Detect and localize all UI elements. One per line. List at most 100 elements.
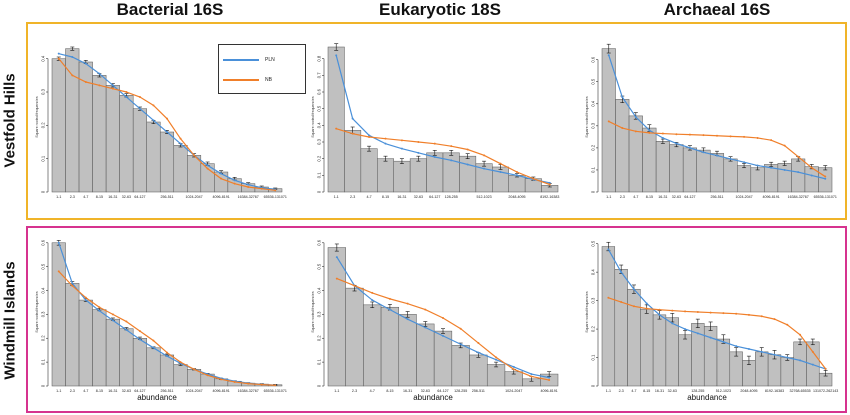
series-point-pln — [548, 376, 551, 379]
x-tick-label: 256-511 — [161, 195, 174, 199]
bar — [398, 314, 417, 387]
series-point-pln — [406, 318, 409, 321]
series-point-nb — [747, 313, 750, 316]
series-point-nb — [260, 187, 263, 190]
x-tick-label: 1024-2047 — [185, 195, 202, 199]
x-tick-label: 65536-131071 — [814, 195, 837, 199]
y-tick-label: 0.3 — [317, 138, 322, 144]
bar — [344, 130, 362, 193]
series-point-pln — [634, 116, 637, 118]
series-point-pln — [684, 328, 687, 331]
bar — [65, 283, 80, 387]
y-tick-label: 0.3 — [591, 122, 596, 128]
series-point-pln — [138, 107, 141, 110]
legend-swatch-nb — [223, 79, 259, 81]
series-point-nb — [57, 57, 60, 60]
series-point-pln — [384, 142, 387, 145]
x-tick-label: 4096-8191 — [213, 195, 230, 199]
series-point-nb — [648, 131, 651, 134]
bar — [327, 247, 346, 387]
y-tick-label: 0.1 — [591, 354, 596, 360]
series-point-pln — [84, 299, 87, 302]
series-point-pln — [351, 117, 354, 120]
series-point-nb — [620, 301, 623, 304]
series-point-pln — [466, 163, 469, 166]
series-point-nb — [607, 296, 610, 299]
series-point-pln — [495, 358, 498, 361]
series-point-pln — [388, 308, 391, 311]
series-point-nb — [84, 296, 87, 299]
bar — [409, 158, 427, 193]
series-point-pln — [98, 309, 101, 312]
series-point-nb — [233, 380, 236, 383]
series-point-nb — [716, 134, 718, 137]
x-tick-label: 32-63 — [122, 195, 131, 199]
x-tick-label: 16-31 — [108, 389, 117, 393]
y-tick-label: 0.4 — [41, 55, 46, 61]
x-axis-label: abundance — [413, 393, 453, 402]
series-point-pln — [335, 256, 338, 259]
bar — [416, 323, 435, 387]
series-point-pln — [756, 164, 759, 167]
y-axis-label: Square rooted frequencies — [35, 96, 39, 137]
column-title-archaeal: Archaeal 16S — [663, 0, 771, 19]
series-point-pln — [459, 343, 462, 346]
y-tick-label: 0 — [317, 384, 322, 387]
bar — [469, 354, 488, 387]
bar — [159, 131, 175, 193]
x-tick-label: 1-1 — [606, 195, 611, 199]
series-point-nb — [607, 120, 610, 123]
series-point-pln — [71, 282, 74, 285]
bar — [345, 287, 364, 387]
series-point-nb — [658, 308, 661, 311]
series-point-pln — [57, 241, 60, 244]
series-point-pln — [747, 348, 750, 350]
windmill-islands-frame — [26, 226, 847, 413]
series-point-nb — [810, 166, 813, 169]
x-axis-label: abundance — [687, 393, 727, 402]
series-point-pln — [675, 142, 678, 145]
bar — [750, 167, 765, 193]
series-line-nb — [608, 297, 827, 370]
x-tick-label: 2-3 — [350, 195, 355, 199]
series-point-pln — [548, 181, 551, 184]
x-tick-label: 64-127 — [134, 195, 145, 199]
x-tick-label: 8-15 — [386, 389, 393, 393]
chart-panel-windmill-bacterial: Square rooted frequencies 0 0.1 0.2 0.3 0.4 0.… — [35, 239, 287, 402]
series-point-nb — [450, 145, 453, 148]
series-point-nb — [756, 136, 759, 139]
series-point-nb — [220, 177, 223, 180]
series-point-pln — [499, 171, 502, 173]
series-point-pln — [786, 356, 789, 359]
series-point-pln — [220, 172, 223, 175]
x-tick-label: 8-15 — [96, 389, 103, 393]
x-tick-label: 256-511 — [161, 389, 174, 393]
bar — [173, 145, 188, 193]
y-tick-label: 0.5 — [317, 263, 322, 269]
bar — [51, 58, 66, 193]
y-axis-label: Square rooted frequencies — [35, 291, 39, 332]
y-tick-label: 0.6 — [317, 239, 322, 245]
bar — [119, 95, 134, 193]
series-point-nb — [368, 136, 371, 138]
y-tick-label: 0.5 — [41, 263, 46, 269]
x-tick-label: 8-15 — [96, 195, 103, 199]
series-point-nb — [477, 342, 480, 345]
series-point-pln — [417, 151, 420, 154]
x-tick-label: 2-3 — [70, 195, 75, 199]
y-axis-label: Square rooted frequencies — [311, 291, 315, 332]
bar — [777, 163, 792, 193]
y-tick-label: 0.4 — [591, 100, 596, 106]
series-point-nb — [442, 316, 444, 319]
series-point-nb — [735, 312, 738, 315]
y-axis-label: Square rooted frequencies — [585, 291, 589, 332]
x-tick-label: 8-15 — [646, 195, 653, 199]
y-tick-label: 0 — [591, 190, 596, 193]
chart-legend: PLN NB — [218, 44, 306, 94]
series-point-nb — [179, 137, 182, 140]
series-point-pln — [760, 350, 763, 353]
x-tick-label: 64-127 — [134, 389, 145, 393]
series-point-pln — [138, 338, 141, 341]
x-tick-label: 131072-262143 — [813, 389, 838, 393]
x-tick-label: 16-31 — [655, 389, 664, 393]
